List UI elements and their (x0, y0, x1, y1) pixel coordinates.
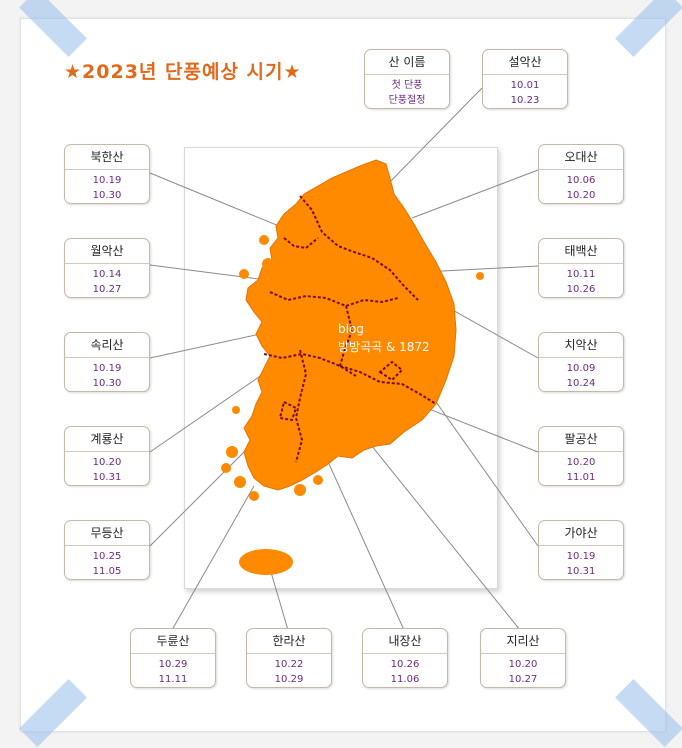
mountain-name: 치악산 (539, 333, 623, 358)
first-date: 10.09 (566, 363, 596, 374)
mountain-name: 팔공산 (539, 427, 623, 452)
legend-first: 첫 단풍 (391, 80, 423, 91)
mountain-card-duryunsan: 두륜산 10.29 11.11 (130, 628, 216, 688)
peak-date: 10.20 (566, 190, 596, 201)
first-date: 10.25 (92, 551, 122, 562)
mountain-name: 북한산 (65, 145, 149, 170)
first-date: 10.19 (92, 363, 122, 374)
legend-peak: 단풍절정 (388, 95, 426, 106)
first-date: 10.19 (92, 175, 122, 186)
mountain-card-jirisan: 지리산 10.20 10.27 (480, 628, 566, 688)
mountain-name: 계룡산 (65, 427, 149, 452)
mountain-card-gyeryongsan: 계룡산 10.20 10.31 (64, 426, 150, 486)
mountain-card-seoraksan: 설악산 10.01 10.23 (482, 49, 568, 109)
first-date: 10.29 (158, 659, 188, 670)
mountain-name: 태백산 (539, 239, 623, 264)
first-date: 10.01 (510, 80, 540, 91)
peak-date: 10.23 (510, 95, 540, 106)
mountain-card-odaesan: 오대산 10.06 10.20 (538, 144, 624, 204)
mountain-name: 속리산 (65, 333, 149, 358)
first-date: 10.20 (566, 457, 596, 468)
mountain-name: 두륜산 (131, 629, 215, 654)
peak-date: 10.29 (274, 674, 304, 685)
page-title: ★2023년 단풍예상 시기★ (64, 61, 302, 83)
first-date: 10.19 (566, 551, 596, 562)
mountain-name: 내장산 (363, 629, 447, 654)
legend-card: 산 이름 첫 단풍 단풍절정 (364, 49, 450, 109)
mountain-name: 오대산 (539, 145, 623, 170)
mountain-card-songnisan: 속리산 10.19 10.30 (64, 332, 150, 392)
legend-name: 산 이름 (365, 50, 449, 75)
peak-date: 10.24 (566, 378, 596, 389)
watermark-name: 방방곡곡 & 1872 (338, 340, 430, 354)
mountain-card-hallasan: 한라산 10.22 10.29 (246, 628, 332, 688)
mountain-card-taebaeksan: 태백산 10.11 10.26 (538, 238, 624, 298)
peak-date: 10.31 (92, 472, 122, 483)
first-date: 10.14 (92, 269, 122, 280)
peak-date: 10.26 (566, 284, 596, 295)
peak-date: 10.27 (92, 284, 122, 295)
mountain-card-chiaksan: 치악산 10.09 10.24 (538, 332, 624, 392)
province-borders (263, 195, 437, 463)
mountain-name: 무등산 (65, 521, 149, 546)
mountain-card-bukhansan: 북한산 10.19 10.30 (64, 144, 150, 204)
mountain-name: 설악산 (483, 50, 567, 75)
watermark-blog: blog (338, 322, 364, 336)
first-date: 10.11 (566, 269, 596, 280)
first-date: 10.20 (92, 457, 122, 468)
mountain-card-palgongsan: 팔공산 10.20 11.01 (538, 426, 624, 486)
mountain-name: 한라산 (247, 629, 331, 654)
peak-date: 10.30 (92, 378, 122, 389)
mountain-name: 월악산 (65, 239, 149, 264)
peak-date: 11.05 (92, 566, 122, 577)
mainland-shape (243, 159, 457, 491)
mountain-card-gayasan: 가야산 10.19 10.31 (538, 520, 624, 580)
first-date: 10.06 (566, 175, 596, 186)
peak-date: 10.30 (92, 190, 122, 201)
mountain-card-woraksan: 월악산 10.14 10.27 (64, 238, 150, 298)
peak-date: 11.11 (158, 674, 188, 685)
peak-date: 10.27 (508, 674, 538, 685)
mountain-name: 가야산 (539, 521, 623, 546)
peak-date: 11.01 (566, 472, 596, 483)
islands (221, 235, 484, 575)
mountain-card-mudeungsan: 무등산 10.25 11.05 (64, 520, 150, 580)
first-date: 10.26 (390, 659, 420, 670)
mountain-card-naejangsan: 내장산 10.26 11.06 (362, 628, 448, 688)
peak-date: 11.06 (390, 674, 420, 685)
first-date: 10.22 (274, 659, 304, 670)
mountain-name: 지리산 (481, 629, 565, 654)
first-date: 10.20 (508, 659, 538, 670)
peak-date: 10.31 (566, 566, 596, 577)
